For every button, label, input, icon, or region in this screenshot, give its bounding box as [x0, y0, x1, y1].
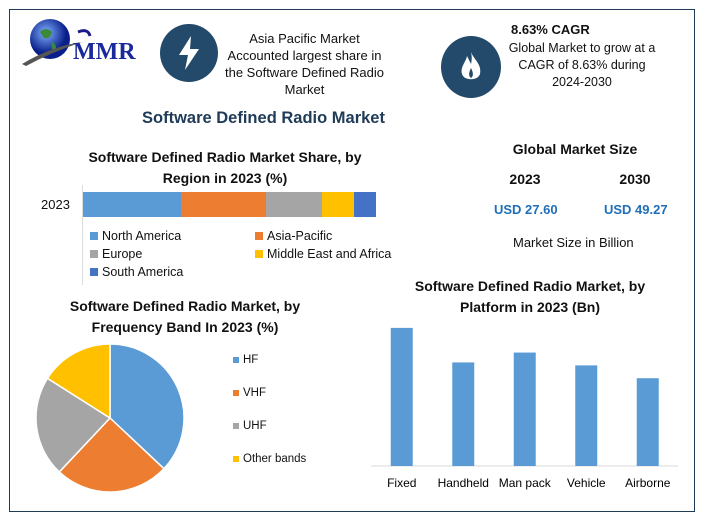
flame-icon-badge: [441, 36, 501, 98]
legend-label: HF: [243, 354, 259, 366]
legend-swatch: [90, 232, 98, 240]
x-tick-label: Man pack: [499, 476, 552, 490]
pie-legend-item: UHF: [233, 420, 267, 432]
market-size-title: Global Market Size: [512, 141, 638, 157]
legend-swatch: [233, 390, 239, 396]
bar-segment-middle-east-and-africa: [321, 192, 354, 217]
legend-swatch: [90, 250, 98, 258]
bar-vehicle: [575, 365, 598, 466]
pie-legend-item: Other bands: [233, 453, 306, 465]
year-2030: 2030: [619, 171, 651, 187]
flame-icon: [461, 52, 481, 80]
region-axis-label: 2023: [41, 197, 70, 212]
platform-chart-title: Software Defined Radio Market, by Platfo…: [414, 278, 646, 315]
pie-slice-other-bands: [46, 343, 111, 420]
value-2030: USD 49.27: [604, 202, 668, 217]
legend-middle-east-africa: Middle East and Africa: [255, 247, 391, 261]
region-chart-title: Software Defined Radio Market Share, by …: [88, 149, 362, 186]
region-stacked-bar: [83, 192, 376, 217]
legend-label: North America: [102, 229, 182, 243]
bar-segment-europe: [266, 192, 322, 217]
bar-fixed: [390, 327, 413, 466]
legend-label: South America: [102, 265, 184, 279]
legend-label: VHF: [243, 387, 266, 399]
legend-swatch: [233, 357, 239, 363]
legend-label: UHF: [243, 420, 267, 432]
mmr-logo: MMR: [18, 14, 148, 74]
platform-bar-chart: Fixed Handheld Man pack Vehicle Airborne: [371, 327, 678, 490]
legend-label: Europe: [102, 247, 143, 261]
bar-handheld: [452, 362, 475, 466]
legend-asia-pacific: Asia-Pacific: [255, 229, 332, 243]
legend-label: Middle East and Africa: [267, 247, 392, 261]
lightning-icon: [179, 36, 199, 70]
frequency-pie-chart: [35, 343, 185, 493]
year-2023: 2023: [509, 171, 541, 187]
bar-segment-south-america: [353, 192, 376, 217]
x-tick-label: Vehicle: [567, 476, 606, 490]
x-tick-label: Handheld: [438, 476, 489, 490]
pie-slice-hf: [109, 343, 185, 470]
pie-slice-uhf: [35, 377, 112, 474]
x-tick-label: Fixed: [387, 476, 416, 490]
legend-south-america: South America: [90, 265, 183, 279]
bar-man-pack: [513, 352, 536, 466]
region-axis-line: [82, 185, 83, 285]
cagr-text: Global Market to grow at a CAGR of 8.63%…: [508, 41, 656, 89]
legend-label: Other bands: [243, 453, 307, 465]
legend-swatch: [233, 423, 239, 429]
infographic-frame: [9, 9, 695, 512]
legend-label: Asia-Pacific: [267, 229, 333, 243]
legend-swatch: [255, 250, 263, 258]
market-size-note: Market Size in Billion: [513, 235, 634, 250]
pie-legend-item: VHF: [233, 387, 266, 399]
legend-europe: Europe: [90, 247, 142, 261]
legend-swatch: [255, 232, 263, 240]
pie-slice-vhf: [58, 416, 166, 493]
main-title: Software Defined Radio Market: [142, 109, 385, 127]
bar-airborne: [636, 378, 659, 466]
legend-swatch: [90, 268, 98, 276]
bar-segment-asia-pacific: [181, 192, 267, 217]
value-2023: USD 27.60: [494, 202, 558, 217]
bar-segment-north-america: [83, 192, 182, 217]
cagr-title: 8.63% CAGR: [511, 22, 590, 37]
x-tick-label: Airborne: [625, 476, 671, 490]
globe-icon: [22, 19, 92, 66]
logo-text: MMR: [73, 39, 136, 65]
legend-swatch: [233, 456, 239, 462]
lightning-icon-badge: [160, 24, 218, 82]
highlight-asia-pacific: Asia Pacific Market Accounted largest sh…: [225, 31, 384, 97]
pie-legend-item: HF: [233, 354, 258, 366]
frequency-chart-title: Software Defined Radio Market, by Freque…: [69, 298, 301, 335]
legend-north-america: North America: [90, 229, 181, 243]
